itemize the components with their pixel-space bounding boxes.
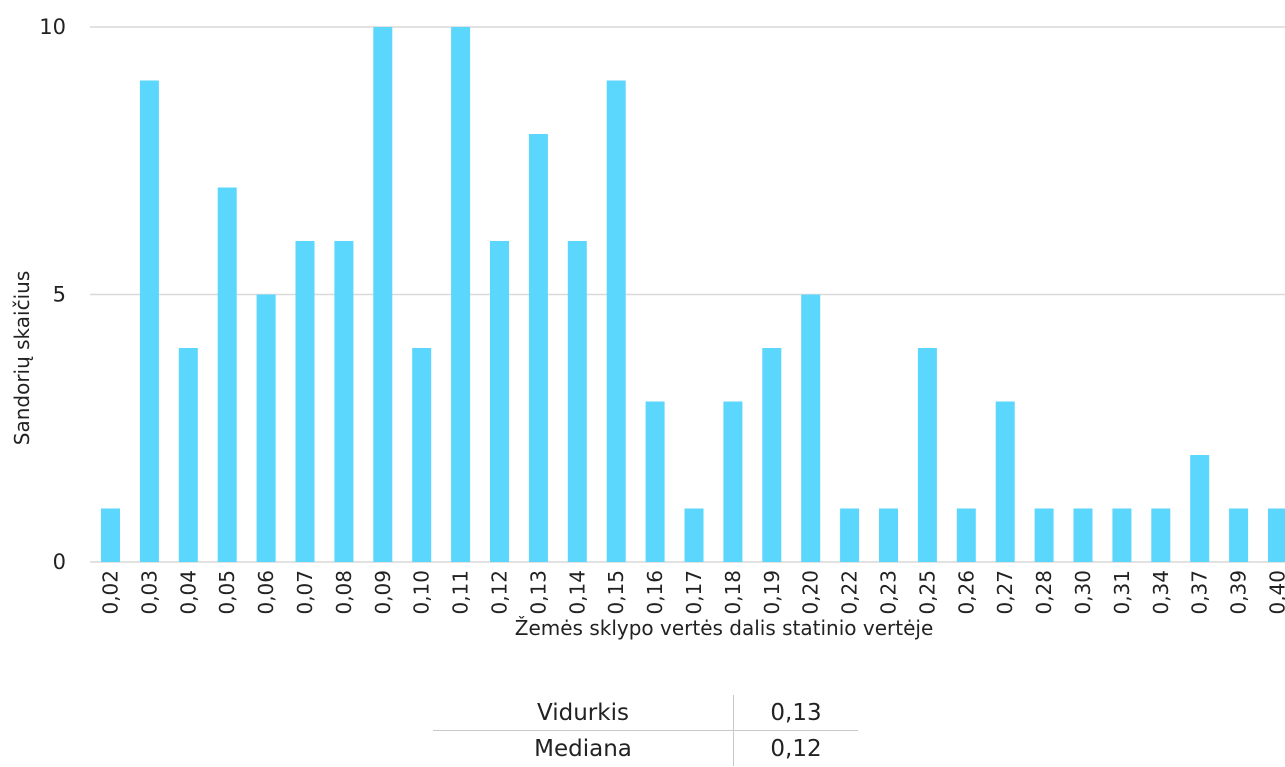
x-tick-label: 0,37 bbox=[1188, 570, 1212, 615]
x-tick-label: 0,23 bbox=[877, 570, 901, 615]
x-tick-label: 0,11 bbox=[449, 570, 473, 615]
bar bbox=[1034, 508, 1054, 562]
summary-table: Vidurkis 0,13 Mediana 0,12 bbox=[433, 695, 858, 766]
x-tick-label: 0,07 bbox=[293, 570, 317, 615]
y-tick-label: 10 bbox=[39, 15, 66, 39]
stats-row-mean: Vidurkis 0,13 bbox=[433, 695, 858, 731]
x-tick-label: 0,04 bbox=[176, 570, 200, 615]
bar bbox=[101, 508, 120, 562]
y-axis-title: Sandorių skaičius bbox=[10, 270, 34, 446]
x-tick-label: 0,26 bbox=[954, 570, 978, 615]
x-tick-label: 0,03 bbox=[137, 570, 161, 615]
bar bbox=[1073, 508, 1093, 562]
bar bbox=[917, 348, 937, 562]
bar bbox=[645, 401, 665, 562]
bar bbox=[295, 241, 315, 562]
bar bbox=[217, 187, 237, 562]
bar bbox=[1229, 508, 1249, 562]
x-tick-label: 0,12 bbox=[488, 570, 512, 615]
x-tick-label: 0,31 bbox=[1110, 570, 1134, 615]
bar bbox=[178, 348, 198, 562]
x-axis-title: Žemės sklypo vertės dalis statinio vertė… bbox=[514, 616, 934, 640]
x-tick-label: 0,06 bbox=[254, 570, 278, 615]
x-tick-label: 0,22 bbox=[838, 570, 862, 615]
stats-value: 0,12 bbox=[733, 730, 858, 766]
stats-value: 0,13 bbox=[733, 695, 858, 731]
bar bbox=[762, 348, 782, 562]
x-tick-label: 0,09 bbox=[371, 570, 395, 615]
x-tick-label: 0,40 bbox=[1266, 570, 1285, 615]
bar bbox=[723, 401, 743, 562]
bar bbox=[684, 508, 704, 562]
x-tick-label: 0,17 bbox=[682, 570, 706, 615]
bar bbox=[879, 508, 898, 562]
x-tick-label: 0,08 bbox=[332, 570, 356, 615]
bar bbox=[801, 294, 821, 562]
x-tick-label: 0,02 bbox=[99, 570, 123, 615]
x-tick-label: 0,05 bbox=[215, 570, 239, 615]
bar bbox=[528, 134, 548, 562]
bar bbox=[139, 80, 159, 562]
bar bbox=[1190, 455, 1210, 562]
x-tick-label: 0,13 bbox=[526, 570, 550, 615]
x-tick-label: 0,34 bbox=[1149, 570, 1173, 615]
x-tick-label: 0,19 bbox=[760, 570, 784, 615]
bar bbox=[256, 294, 276, 562]
stats-label: Mediana bbox=[534, 735, 632, 762]
bar bbox=[1268, 508, 1285, 562]
x-tick-label: 0,18 bbox=[721, 570, 745, 615]
x-tick-label: 0,25 bbox=[915, 570, 939, 615]
bar bbox=[567, 241, 587, 562]
stats-label: Vidurkis bbox=[433, 695, 734, 731]
stats-row-median: Mediana 0,12 bbox=[433, 730, 858, 766]
bar bbox=[606, 80, 626, 562]
y-tick-label: 0 bbox=[53, 550, 66, 574]
bar bbox=[995, 401, 1015, 562]
bar bbox=[1151, 508, 1171, 562]
bar bbox=[956, 508, 976, 562]
x-tick-label: 0,16 bbox=[643, 570, 667, 615]
bar bbox=[412, 348, 432, 562]
bar bbox=[334, 241, 354, 562]
x-tick-label: 0,28 bbox=[1032, 570, 1056, 615]
x-tick-label: 0,14 bbox=[565, 570, 589, 615]
x-tick-label: 0,39 bbox=[1227, 570, 1251, 615]
x-tick-label: 0,15 bbox=[604, 570, 628, 615]
bar bbox=[840, 508, 860, 562]
bar bbox=[490, 241, 509, 562]
x-tick-label: 0,20 bbox=[799, 570, 823, 615]
bar bbox=[451, 27, 471, 562]
bar bbox=[373, 27, 393, 562]
x-tick-label: 0,30 bbox=[1071, 570, 1095, 615]
x-tick-label: 0,10 bbox=[410, 570, 434, 615]
bar bbox=[1112, 508, 1132, 562]
x-tick-label: 0,27 bbox=[993, 570, 1017, 615]
y-tick-label: 5 bbox=[53, 283, 66, 307]
